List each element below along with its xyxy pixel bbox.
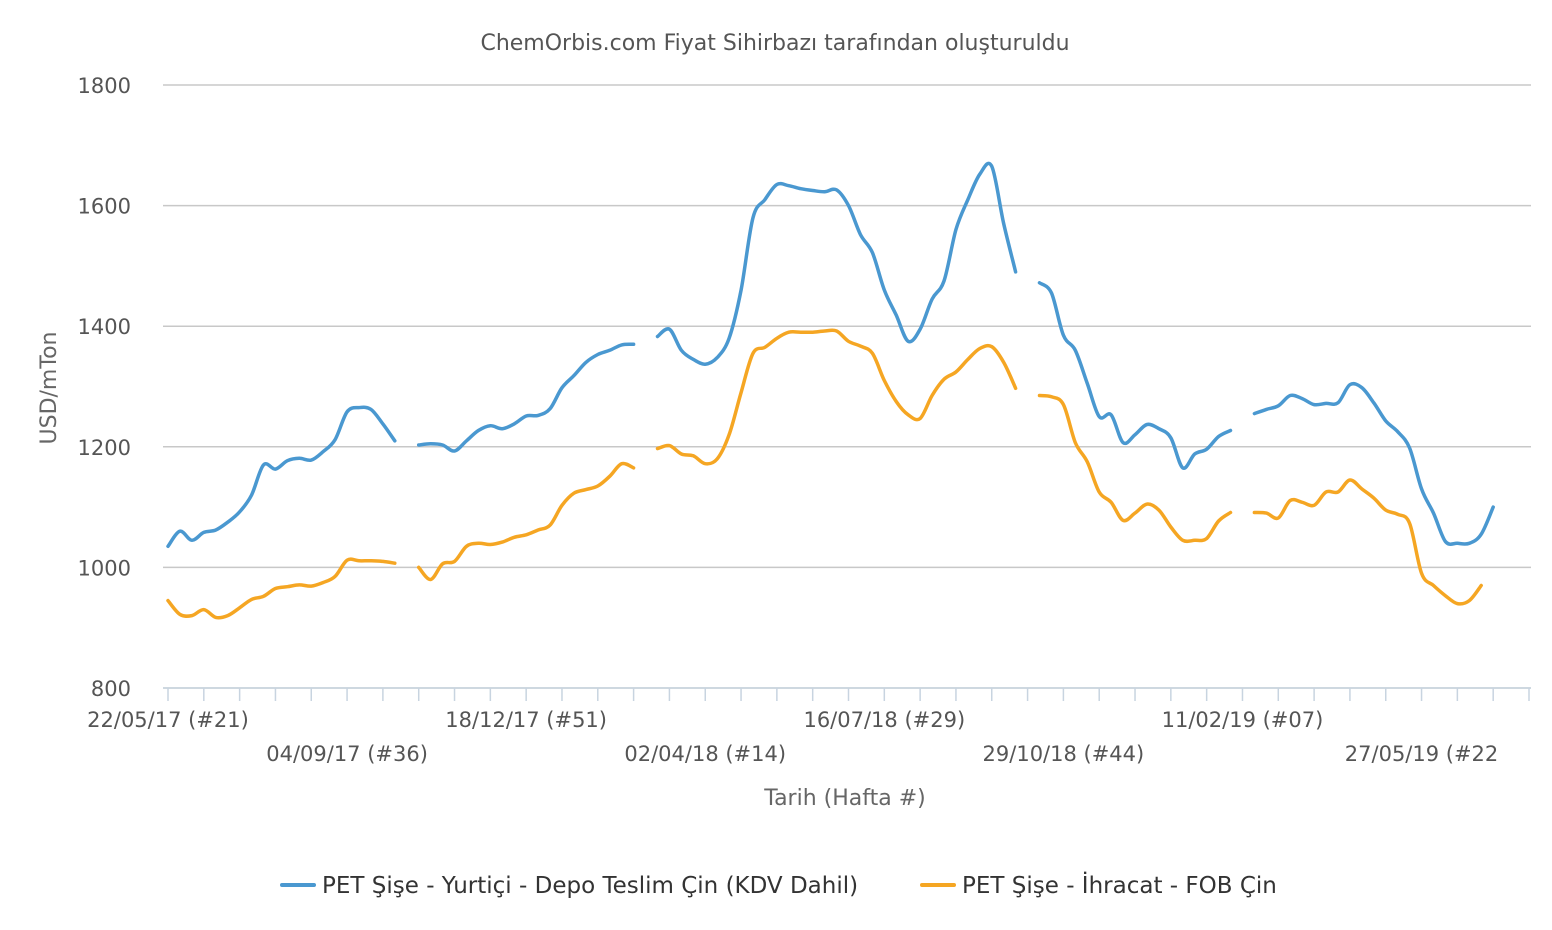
- x-axis-label: Tarih (Hafta #): [763, 786, 925, 811]
- x-tick-label: 18/12/17 (#51): [445, 708, 607, 732]
- legend-label: PET Şişe - Yurtiçi - Depo Teslim Çin (KD…: [322, 873, 858, 899]
- chart-title: ChemOrbis.com Fiyat Sihirbazı tarafından…: [480, 31, 1069, 56]
- grid-layer: [163, 84, 1531, 689]
- series-layer: [166, 161, 1495, 620]
- x-tick-label: 22/05/17 (#21): [87, 708, 249, 732]
- legend-item-2[interactable]: PET Şişe - İhracat - FOB Çin: [920, 871, 1277, 899]
- series-1-line: [1037, 281, 1233, 470]
- y-tick-label: 800: [91, 677, 131, 701]
- x-tick-label: 11/02/19 (#07): [1162, 708, 1324, 732]
- series-1: [166, 161, 1495, 549]
- x-axis: 22/05/17 (#21) 04/09/17 (#36) 18/12/17 (#5…: [87, 687, 1531, 766]
- y-tick-label: 1400: [78, 315, 131, 339]
- series-2-line: [1037, 393, 1233, 544]
- series-2-line: [416, 461, 636, 582]
- x-tick-label: 27/05/19 (#22: [1345, 742, 1499, 766]
- legend: PET Şişe - Yurtiçi - Depo Teslim Çin (KD…: [280, 871, 1277, 899]
- y-axis-ticks: 800 1000 1200 1400 1600 1800: [78, 74, 131, 701]
- series-2-line: [1252, 478, 1483, 606]
- legend-label: PET Şişe - İhracat - FOB Çin: [962, 871, 1277, 899]
- y-tick-label: 1000: [78, 556, 131, 580]
- y-tick-label: 1600: [78, 195, 131, 219]
- series-1-line: [416, 342, 636, 453]
- series-2-line: [166, 557, 397, 620]
- y-axis-label: USD/mTon: [37, 332, 62, 445]
- series-1-line: [166, 405, 397, 549]
- y-tick-label: 1800: [78, 74, 131, 98]
- x-tick-label: 16/07/18 (#29): [803, 708, 965, 732]
- legend-item-1[interactable]: PET Şişe - Yurtiçi - Depo Teslim Çin (KD…: [280, 873, 858, 899]
- x-tick-label: 02/04/18 (#14): [624, 742, 786, 766]
- series-1-line: [1252, 381, 1495, 546]
- y-tick-label: 1200: [78, 436, 131, 460]
- series-2: [166, 328, 1483, 620]
- series-2-line: [655, 328, 1018, 466]
- x-tick-label: 04/09/17 (#36): [266, 742, 428, 766]
- x-tick-label: 29/10/18 (#44): [983, 742, 1145, 766]
- series-1-line: [655, 161, 1018, 366]
